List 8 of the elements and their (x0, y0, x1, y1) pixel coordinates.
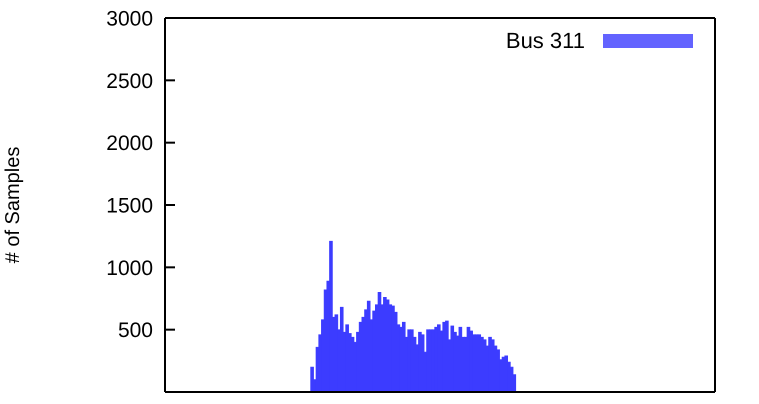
y-axis-title: # of Samples (2, 146, 24, 264)
y-tick-label: 500 (118, 319, 153, 342)
y-tick-label: 1500 (106, 194, 153, 218)
y-tick-label: 2000 (106, 132, 153, 156)
y-tick-label: 1000 (106, 256, 153, 280)
legend-label: Bus 311 (506, 28, 585, 54)
y-tick-label: 2500 (106, 70, 153, 93)
y-tick-label: 3000 (106, 7, 153, 30)
